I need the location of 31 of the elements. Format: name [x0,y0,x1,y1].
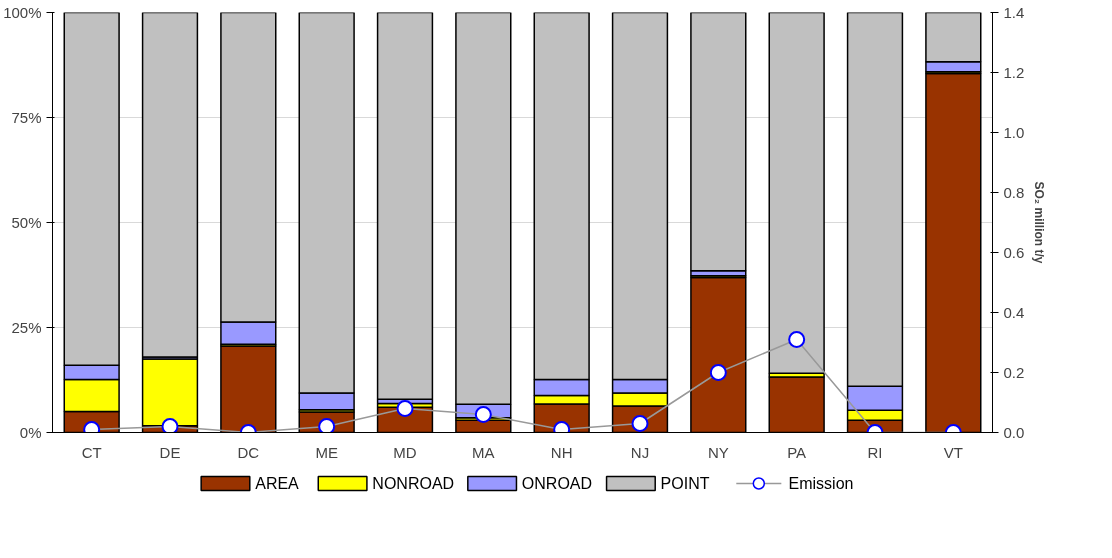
y2-tick-label: 1.2 [1003,63,1025,81]
x-tick-label: CT [81,443,102,461]
legend-label: Emission [788,475,854,492]
y-tick-label: 100% [3,4,42,21]
y-tick-label: 50% [11,214,42,231]
legend-label: NONROAD [372,475,455,492]
y2-tick-label: 0.6 [1003,243,1025,261]
legend-label: AREA [255,475,300,492]
x-tick-label: MD [393,443,417,461]
y-tick-label: 25% [11,319,42,336]
x-tick-label: MA [472,443,495,461]
x-tick-label: NJ [630,443,650,461]
y2-tick-label: 1.0 [1003,123,1025,141]
x-tick-label: PA [787,443,807,461]
y2-tick-label: 1.4 [1003,3,1025,21]
y-tick-label: 0% [19,424,42,441]
x-tick-label: NY [707,443,729,461]
y2-tick-label: 0.2 [1003,363,1025,381]
y2-tick-label: 0.4 [1003,303,1025,321]
legend-label: ONROAD [521,475,593,492]
y2-tick-label: 0.0 [1003,423,1025,441]
x-tick-label: RI [867,443,883,461]
y2-tick-label: 0.8 [1003,183,1025,201]
x-tick-label: DC [237,443,260,461]
x-tick-label: ME [315,443,338,461]
y2-axis-title: SO₂ million t/y [1032,181,1047,264]
x-tick-label: VT [943,443,963,461]
x-tick-label: NH [550,443,573,461]
x-tick-label: DE [159,443,181,461]
legend-label: POINT [660,475,710,492]
y-tick-label: 75% [11,109,42,126]
